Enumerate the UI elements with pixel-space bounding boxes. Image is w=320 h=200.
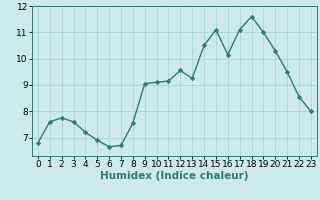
X-axis label: Humidex (Indice chaleur): Humidex (Indice chaleur) (100, 171, 249, 181)
